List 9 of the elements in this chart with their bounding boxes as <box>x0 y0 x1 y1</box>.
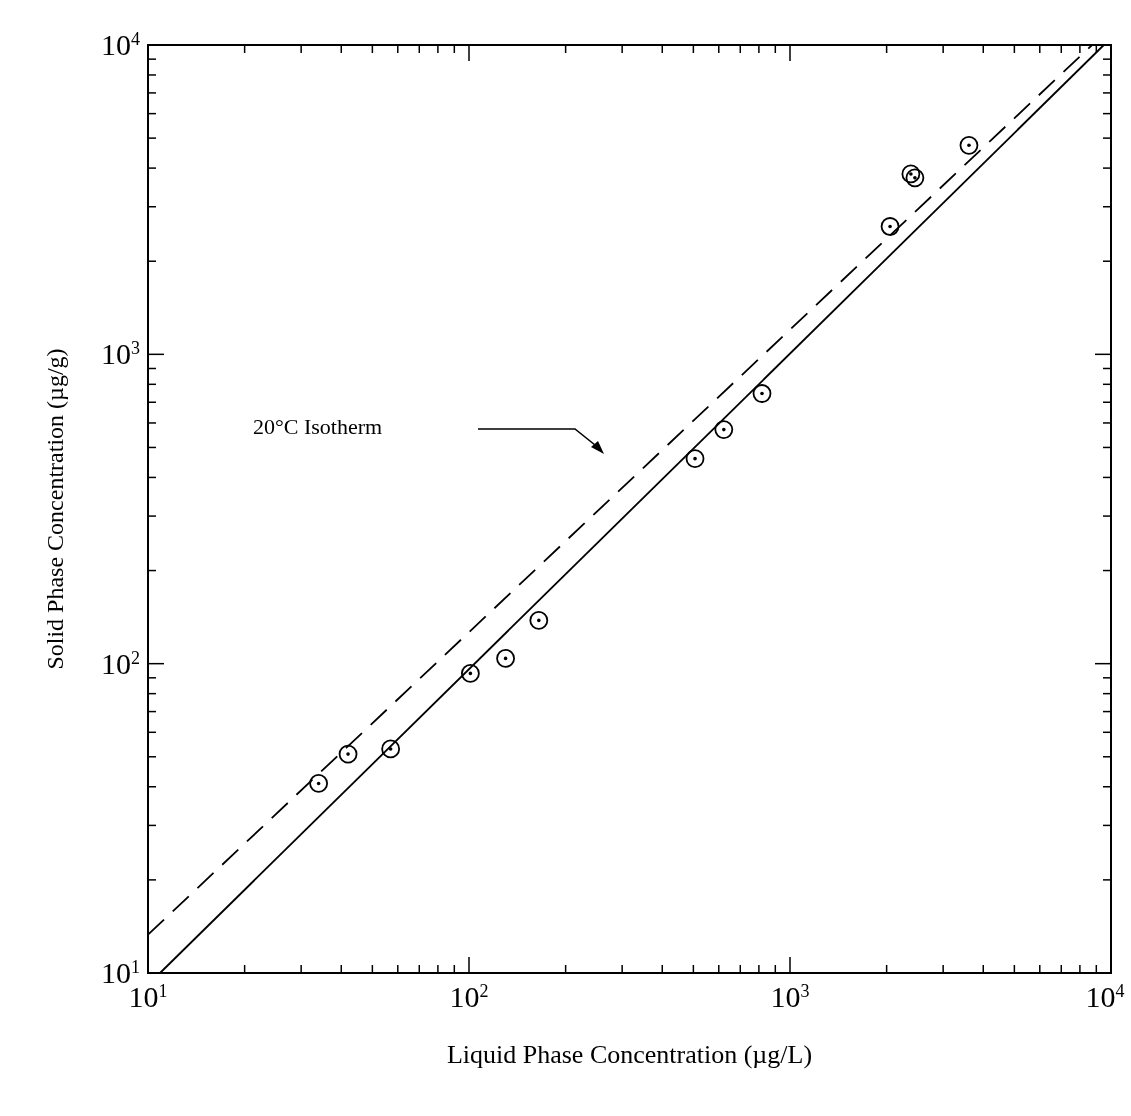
annotation: 20°C Isotherm <box>253 414 383 440</box>
x-axis-title: Liquid Phase Concentration (µg/L) <box>446 1040 813 1069</box>
y-tick-label: 10$^{4}$ <box>101 28 140 61</box>
x-tick-label: 10$^{4}$ <box>1085 980 1125 1013</box>
y-tick-label: 10$^{2}$ <box>101 646 140 680</box>
y-axis-title: Solid Phase Concentration (µg/g) <box>42 348 68 670</box>
y-tick-label: 10$^{3}$ <box>101 337 140 371</box>
x-tick-label: 10$^{3}$ <box>770 980 810 1013</box>
x-tick-label: 10$^{2}$ <box>449 980 489 1013</box>
